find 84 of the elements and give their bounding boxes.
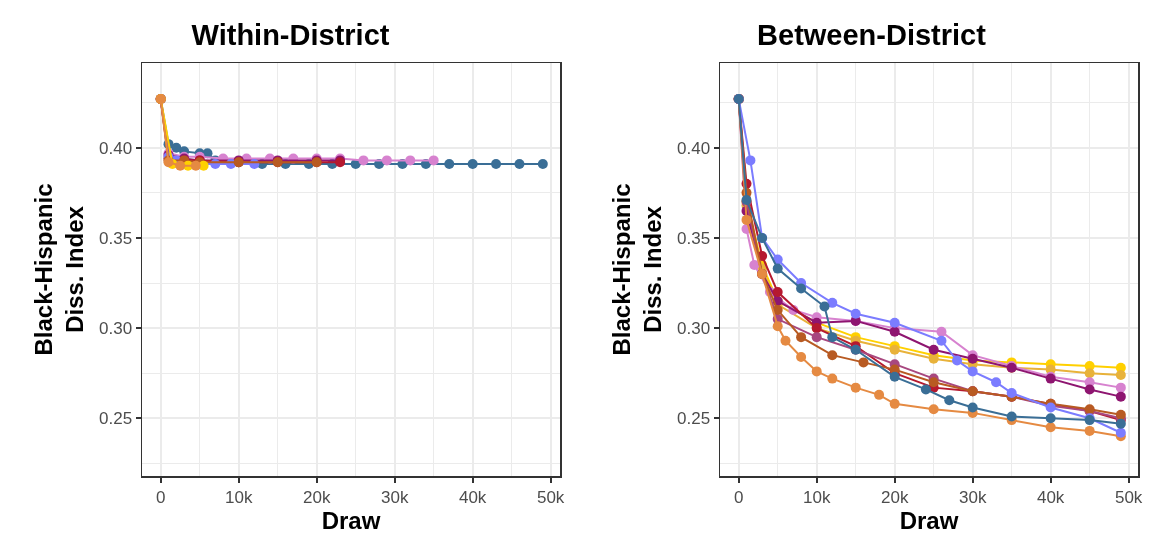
- point: [1115, 391, 1126, 402]
- point: [936, 335, 947, 346]
- x-tick-label: 10k: [224, 487, 253, 507]
- point: [1045, 422, 1056, 433]
- point: [1115, 382, 1126, 393]
- y-tick-label: 0.30: [677, 319, 711, 339]
- point: [491, 159, 502, 169]
- point: [1006, 411, 1017, 422]
- point: [819, 301, 830, 312]
- point: [514, 159, 525, 169]
- x-tick-label: 50k: [1114, 487, 1143, 507]
- chart-title: Within-District: [191, 18, 390, 51]
- point: [811, 366, 822, 377]
- y-axis-title: Black-Hispanic Diss. Index: [608, 183, 667, 356]
- point: [749, 259, 760, 270]
- x-axis-title: Draw: [899, 506, 959, 534]
- point: [1084, 384, 1095, 395]
- point: [1115, 409, 1126, 420]
- point: [772, 321, 783, 332]
- x-tick-label: 10k: [802, 487, 831, 507]
- point: [874, 389, 885, 400]
- x-tick-label: 30k: [380, 487, 409, 507]
- point: [889, 317, 900, 328]
- point: [741, 214, 752, 225]
- point: [920, 384, 931, 395]
- point: [1115, 370, 1126, 380]
- point: [850, 382, 861, 393]
- point: [381, 155, 392, 166]
- point: [1084, 368, 1095, 379]
- point: [1045, 413, 1056, 424]
- x-tick-label: 20k: [880, 487, 909, 507]
- y-tick-label: 0.30: [99, 319, 133, 339]
- point: [358, 155, 369, 166]
- x-tick-label: 30k: [958, 487, 987, 507]
- point: [444, 159, 455, 169]
- y-tick-label: 0.40: [677, 138, 711, 158]
- point: [850, 308, 861, 319]
- point: [1084, 425, 1095, 436]
- chart-title: Between-District: [757, 18, 987, 51]
- point: [967, 366, 978, 377]
- point: [796, 332, 807, 343]
- point: [796, 283, 807, 294]
- point: [811, 332, 822, 343]
- x-tick-label: 40k: [458, 487, 487, 507]
- point: [796, 351, 807, 362]
- point: [467, 159, 478, 169]
- x-tick-label: 40k: [1036, 487, 1065, 507]
- point: [745, 155, 756, 166]
- y-tick-label: 0.25: [677, 409, 711, 429]
- point: [827, 373, 838, 384]
- point: [928, 404, 939, 415]
- point: [537, 159, 548, 169]
- point: [827, 297, 838, 308]
- point: [175, 160, 186, 171]
- point: [944, 395, 955, 406]
- y-tick-label: 0.35: [99, 228, 133, 248]
- point: [889, 398, 900, 409]
- y-tick-label: 0.25: [99, 409, 133, 429]
- point: [171, 142, 182, 153]
- point: [190, 160, 201, 171]
- point: [428, 155, 439, 166]
- point: [936, 326, 947, 337]
- point: [952, 355, 963, 366]
- point: [772, 305, 783, 316]
- point: [405, 155, 416, 166]
- point: [827, 332, 838, 343]
- point: [772, 263, 783, 274]
- y-tick-label: 0.40: [99, 138, 133, 158]
- point: [780, 335, 791, 346]
- x-axis-title: Draw: [321, 506, 381, 534]
- x-tick-label: 0: [155, 487, 166, 507]
- x-tick-label: 0: [733, 487, 744, 507]
- point: [928, 377, 939, 388]
- point: [827, 350, 838, 361]
- x-tick-label: 50k: [536, 487, 565, 507]
- y-axis-title: Black-Hispanic Diss. Index: [30, 183, 89, 356]
- point: [967, 402, 978, 413]
- point: [991, 377, 1002, 388]
- point: [1115, 427, 1126, 438]
- point: [858, 357, 869, 368]
- y-tick-label: 0.35: [677, 228, 711, 248]
- point: [928, 344, 939, 355]
- point: [772, 287, 783, 298]
- x-tick-label: 20k: [302, 487, 331, 507]
